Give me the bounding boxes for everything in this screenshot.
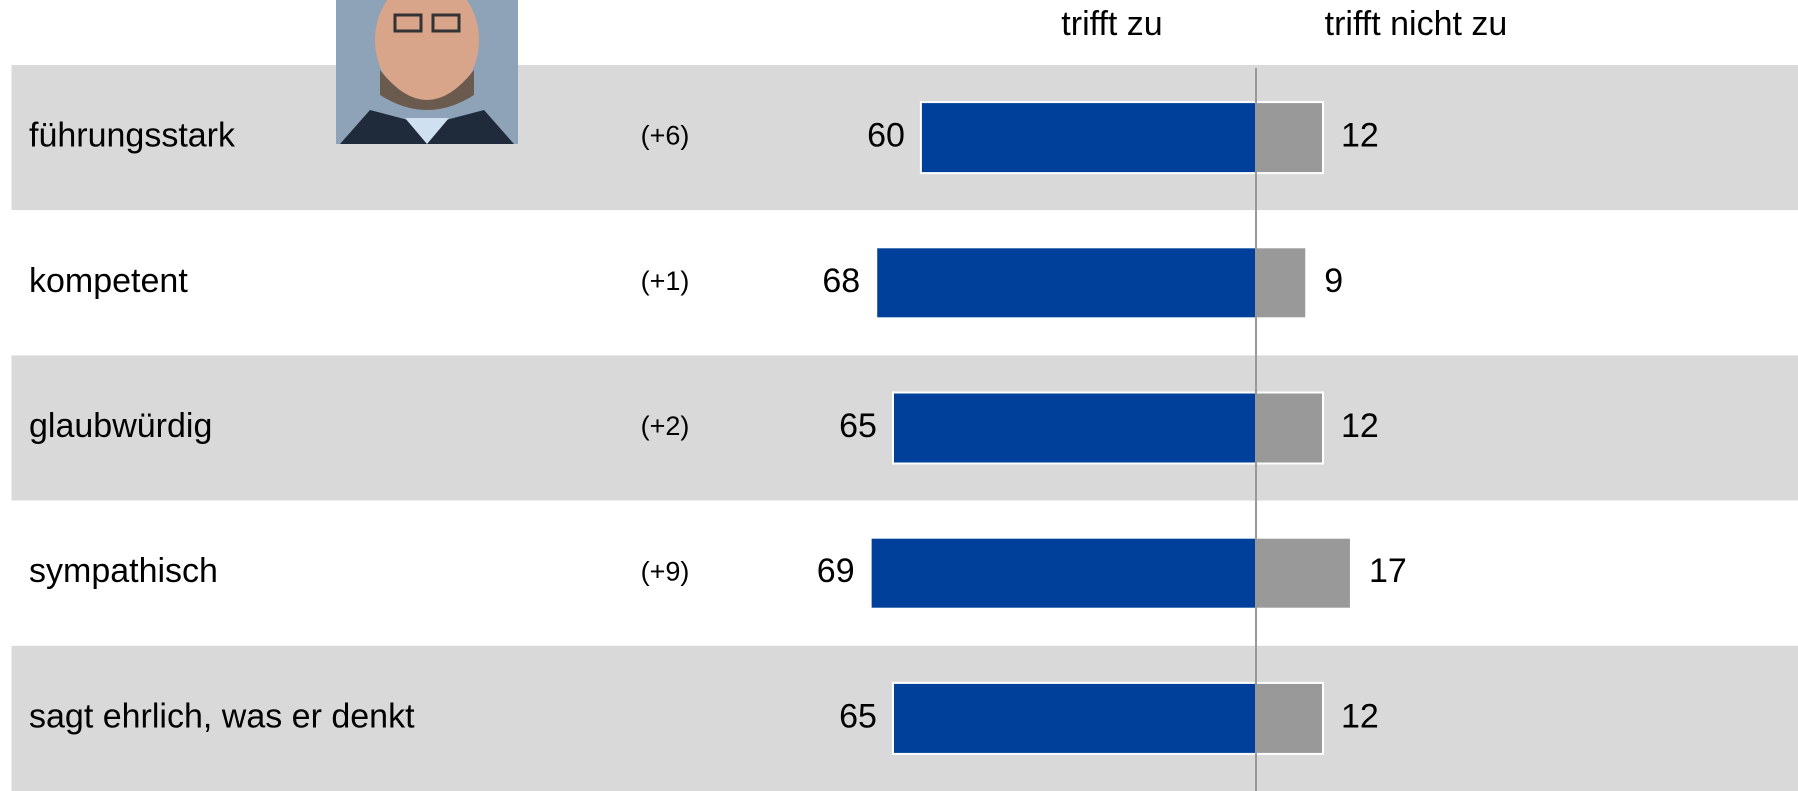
category-label: glaubwürdig (29, 407, 212, 445)
category-label: sympathisch (29, 552, 218, 590)
row-band (11, 65, 1798, 211)
bar (1255, 391, 1325, 465)
value-label: 60 (867, 117, 905, 155)
value-label: 69 (817, 552, 855, 590)
change-label: (+1) (641, 266, 690, 296)
bar (891, 681, 1257, 755)
legend-label: trifft zu (1061, 5, 1162, 43)
bar (1255, 681, 1325, 755)
value-label: 17 (1369, 552, 1407, 590)
bar (919, 101, 1258, 175)
change-label: (+6) (641, 121, 690, 151)
bar (891, 391, 1257, 465)
legend-label: trifft nicht zu (1325, 5, 1508, 43)
portrait-photo (336, 0, 518, 144)
value-label: 65 (839, 407, 877, 445)
value-label: 65 (839, 697, 877, 735)
value-label: 12 (1341, 407, 1379, 445)
change-label: (+2) (641, 411, 690, 441)
value-label: 12 (1341, 697, 1379, 735)
value-label: 12 (1341, 117, 1379, 155)
bar (869, 536, 1257, 610)
bar (1255, 246, 1308, 320)
bar (875, 246, 1257, 320)
bar (1255, 536, 1352, 610)
category-label: führungsstark (29, 117, 236, 155)
category-label: sagt ehrlich, was er denkt (29, 697, 415, 735)
value-label: 9 (1324, 262, 1343, 300)
change-label: (+9) (641, 556, 690, 586)
category-label: kompetent (29, 262, 188, 300)
value-label: 68 (822, 262, 860, 300)
bar (1255, 101, 1325, 175)
